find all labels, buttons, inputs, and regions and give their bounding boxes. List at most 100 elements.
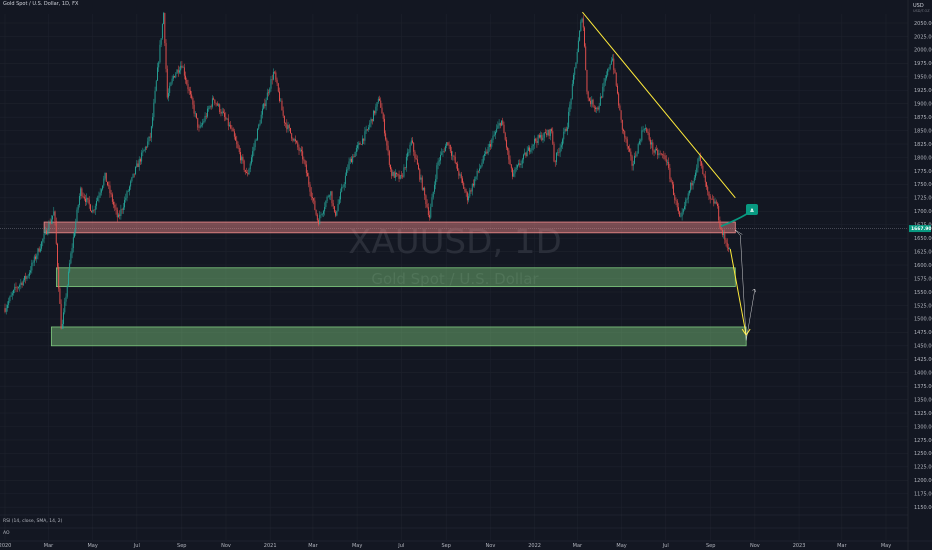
green-zone[interactable] <box>50 326 747 347</box>
candle-body <box>374 110 376 114</box>
drawings[interactable]: A <box>582 11 758 341</box>
candle-body <box>43 233 45 239</box>
candle-body <box>607 69 609 76</box>
candle-body <box>610 60 612 65</box>
candle-body <box>232 128 234 132</box>
candle-body <box>277 83 279 92</box>
x-tick-label: May <box>87 543 97 549</box>
y-tick-label: 1925.00 <box>914 88 932 94</box>
candle-body <box>102 185 104 190</box>
candle-body <box>166 68 168 98</box>
candle-body <box>159 44 161 63</box>
candle-body <box>254 140 256 148</box>
candle-body <box>61 324 63 329</box>
candle-body <box>481 162 483 166</box>
candle-body <box>449 144 451 152</box>
white-projection-path[interactable] <box>735 229 756 341</box>
candle-body <box>148 136 150 142</box>
time-axis[interactable]: 2020 Mar May Jul Sep Nov 2021 Mar May Jul Sep Nov 20… <box>0 543 891 549</box>
candle-body <box>496 128 498 133</box>
candle-body <box>17 286 19 289</box>
candle-body <box>128 186 130 192</box>
candle-body <box>416 159 418 165</box>
candle-body <box>227 118 229 126</box>
candle-body <box>555 152 557 163</box>
candle-body <box>269 88 271 93</box>
candle-body <box>6 304 8 309</box>
candle-body <box>204 115 206 122</box>
candle-body <box>691 182 693 186</box>
yellow-projection-arrow[interactable] <box>729 248 747 336</box>
candle-body <box>340 191 341 200</box>
candle-body <box>381 107 383 114</box>
candle-body <box>624 131 626 138</box>
candle-body <box>52 215 54 220</box>
green-zone[interactable] <box>56 267 736 288</box>
candle-body <box>191 94 193 99</box>
candle-body <box>399 175 401 179</box>
candle-body <box>15 286 17 288</box>
candle-body <box>626 139 628 147</box>
candle-body <box>103 178 105 186</box>
candle-body <box>603 82 605 87</box>
candle-body <box>569 104 571 112</box>
rsi-indicator-label[interactable]: RSI (14, close, SMA, 14, 2) <box>3 518 63 524</box>
candle-body <box>236 140 238 145</box>
red-zone[interactable] <box>43 221 736 234</box>
candle-body <box>497 125 499 129</box>
candle-body <box>326 196 328 201</box>
candle-body <box>189 90 191 95</box>
x-tick-label: Sep <box>442 543 451 549</box>
candle-body <box>616 85 618 94</box>
y-tick-label: 1225.00 <box>914 465 932 471</box>
candle-body <box>695 172 696 178</box>
candle-body <box>160 38 162 45</box>
y-tick-label: 1875.00 <box>914 115 932 121</box>
candle-body <box>407 152 409 157</box>
candles <box>4 11 731 330</box>
candle-body <box>487 146 489 154</box>
candle-body <box>258 124 260 129</box>
candle-body <box>22 280 24 286</box>
candle-body <box>391 169 393 176</box>
ao-indicator-label[interactable]: AO <box>3 530 10 536</box>
candle-body <box>602 86 604 98</box>
candle-body <box>252 151 254 158</box>
candle-body <box>592 99 594 107</box>
x-tick-label: May <box>616 543 626 549</box>
candle-body <box>638 141 640 144</box>
candle-body <box>648 133 650 140</box>
candle-body <box>229 124 230 126</box>
candle-body <box>20 282 22 285</box>
candle-body <box>369 123 371 128</box>
y-tick-label: 1550.00 <box>914 290 932 296</box>
candle-body <box>57 243 58 267</box>
candle-body <box>266 92 268 101</box>
candle-body <box>35 256 36 259</box>
candle-body <box>246 171 248 173</box>
candle-body <box>370 119 372 124</box>
candle-body <box>46 230 47 235</box>
candle-body <box>510 164 512 169</box>
candle-body <box>536 141 538 143</box>
candle-body <box>183 67 185 76</box>
candle-body <box>352 156 354 163</box>
price-axis[interactable]: 2050.00 2025.00 2000.00 1975.00 1950.00 1925.… <box>909 21 932 511</box>
candle-body <box>494 132 496 135</box>
candle-body <box>371 119 373 122</box>
x-tick-label: Sep <box>706 543 715 549</box>
candle-body <box>587 91 589 99</box>
candle-body <box>105 172 107 182</box>
candle-body <box>412 140 413 143</box>
trendline[interactable] <box>582 11 736 199</box>
candle-body <box>667 161 668 163</box>
annotation-badge[interactable] <box>746 204 758 215</box>
candle-body <box>612 58 614 61</box>
candle-body <box>280 100 282 102</box>
candle-body <box>728 247 729 249</box>
candle-body <box>571 83 573 99</box>
candle-body <box>549 129 551 136</box>
candle-body <box>421 177 423 190</box>
candle-body <box>423 187 424 190</box>
